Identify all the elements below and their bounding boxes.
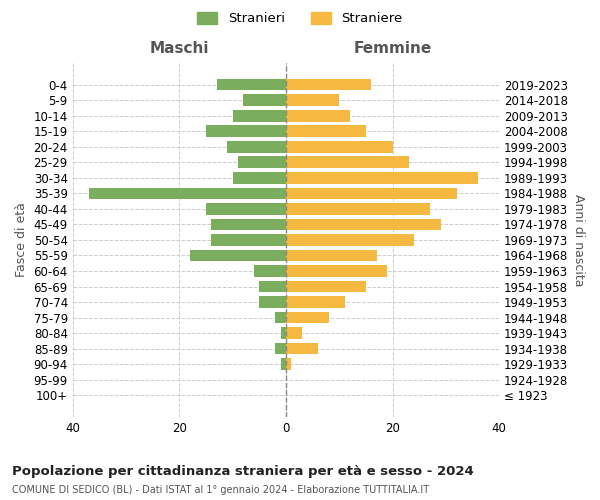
Bar <box>243 94 286 106</box>
Bar <box>233 110 286 122</box>
Bar <box>286 328 302 339</box>
Bar <box>286 110 350 122</box>
Bar <box>233 172 286 184</box>
Bar <box>286 141 392 152</box>
Bar <box>286 343 318 354</box>
Bar <box>238 156 286 168</box>
Bar <box>211 218 286 230</box>
Y-axis label: Anni di nascita: Anni di nascita <box>572 194 585 286</box>
Text: COMUNE DI SEDICO (BL) - Dati ISTAT al 1° gennaio 2024 - Elaborazione TUTTITALIA.: COMUNE DI SEDICO (BL) - Dati ISTAT al 1°… <box>12 485 429 495</box>
Bar <box>286 296 344 308</box>
Bar <box>89 188 286 199</box>
Bar <box>275 312 286 324</box>
Bar <box>286 265 387 277</box>
Bar <box>259 296 286 308</box>
Bar <box>286 358 291 370</box>
Bar <box>286 280 366 292</box>
Bar <box>286 156 409 168</box>
Bar <box>281 328 286 339</box>
Y-axis label: Fasce di età: Fasce di età <box>15 202 28 278</box>
Bar <box>259 280 286 292</box>
Bar <box>286 234 414 245</box>
Bar <box>286 188 457 199</box>
Bar <box>286 94 339 106</box>
Bar <box>286 79 371 90</box>
Bar <box>286 218 440 230</box>
Bar <box>190 250 286 262</box>
Text: Femmine: Femmine <box>353 40 432 56</box>
Bar <box>206 126 286 137</box>
Bar <box>281 358 286 370</box>
Bar <box>211 234 286 245</box>
Bar <box>286 172 478 184</box>
Bar <box>286 126 366 137</box>
Text: Maschi: Maschi <box>149 40 209 56</box>
Bar <box>227 141 286 152</box>
Text: Popolazione per cittadinanza straniera per età e sesso - 2024: Popolazione per cittadinanza straniera p… <box>12 465 474 478</box>
Bar <box>275 343 286 354</box>
Bar <box>206 203 286 214</box>
Bar <box>217 79 286 90</box>
Bar <box>286 250 377 262</box>
Bar <box>286 203 430 214</box>
Bar <box>254 265 286 277</box>
Bar <box>286 312 329 324</box>
Legend: Stranieri, Straniere: Stranieri, Straniere <box>192 6 408 30</box>
